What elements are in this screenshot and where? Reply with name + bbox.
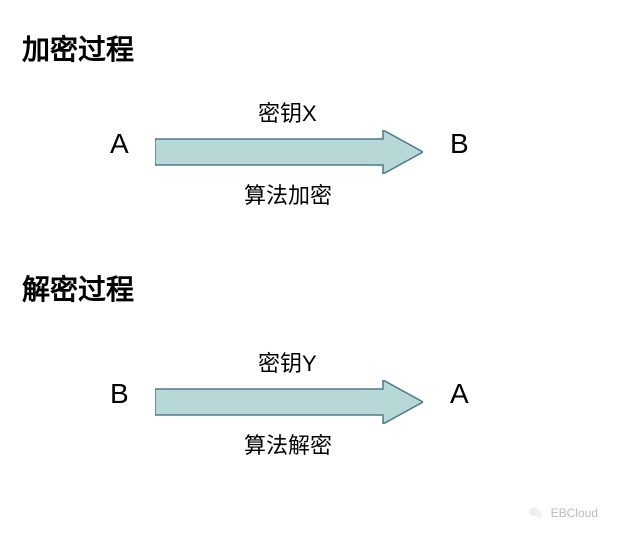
watermark: EBCloud: [527, 504, 598, 522]
decryption-from-node: B: [110, 378, 129, 410]
encryption-to-node: B: [450, 128, 469, 160]
decryption-to-node: A: [450, 378, 469, 410]
decryption-arrow: [155, 380, 423, 429]
encryption-algo-label: 算法加密: [244, 178, 332, 210]
encryption-arrow: [155, 130, 423, 179]
encryption-from-node: A: [110, 128, 129, 160]
wechat-icon: [527, 504, 545, 522]
decryption-key-label: 密钥Y: [258, 346, 317, 378]
encryption-key-label: 密钥X: [258, 96, 317, 128]
encryption-title: 加密过程: [22, 28, 134, 68]
watermark-text: EBCloud: [551, 506, 598, 520]
decryption-title: 解密过程: [22, 268, 134, 308]
decryption-algo-label: 算法解密: [244, 428, 332, 460]
